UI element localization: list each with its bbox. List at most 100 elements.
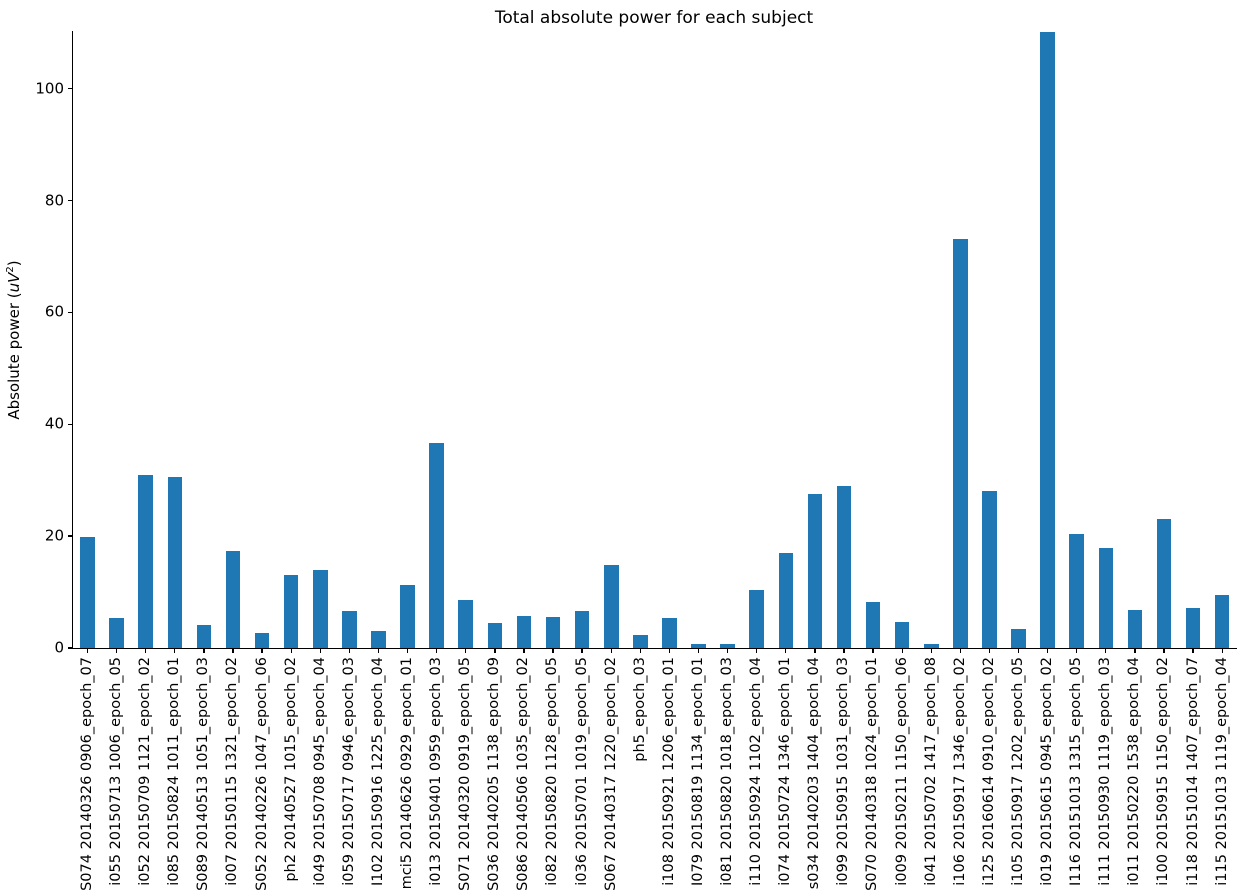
x-tick-label: S071 20140320 0919_epoch_05 (457, 657, 474, 891)
bar (1214, 594, 1230, 648)
x-label-slot: i007 20150115 1321_epoch_02 (218, 657, 247, 886)
bar (342, 611, 357, 648)
x-label-slot: i052 20150709 1121_epoch_02 (131, 657, 160, 886)
x-tick-label: i009 20150211 1150_epoch_06 (893, 657, 910, 886)
bar (487, 623, 503, 648)
bar-slot (218, 31, 247, 648)
bar (196, 624, 212, 648)
y-tick-label: 40 (44, 414, 64, 433)
x-label-slot: i019 20150615 0945_epoch_02 (1033, 657, 1062, 886)
x-tick-label: i082 20150820 1128_epoch_05 (544, 657, 561, 886)
x-tick-slot (1004, 648, 1033, 653)
bar (313, 569, 328, 648)
x-tick-slot (917, 648, 946, 653)
y-tick-mark (67, 311, 72, 314)
x-tick-mark (232, 648, 234, 653)
x-label-slot: i049 20150708 0945_epoch_04 (306, 657, 335, 886)
bar-slot (684, 31, 713, 648)
x-tick-label: S067 20140317 1220_epoch_02 (602, 657, 619, 891)
x-tick-mark (1105, 648, 1107, 653)
x-tick-label: ph5_epoch_03 (631, 657, 648, 762)
x-tick-mark (348, 648, 351, 653)
x-tick-mark (581, 648, 583, 653)
x-tick-mark (290, 648, 292, 653)
x-tick-label: i059 20150717 0946_epoch_03 (340, 657, 357, 886)
bar (574, 611, 590, 648)
x-tick-label: S074 20140326 0906_epoch_07 (78, 657, 95, 891)
x-tick-mark (959, 648, 961, 653)
y-tick-mark (67, 647, 72, 649)
x-tick-label: i036 20150701 1019_epoch_05 (573, 657, 590, 886)
y-tick-label: 80 (44, 191, 64, 209)
bar-slot (451, 31, 480, 648)
x-tick-mark (610, 648, 612, 653)
x-tick-label: i115 20151013 1119_epoch_04 (1213, 657, 1230, 886)
bar (982, 490, 997, 648)
bar (603, 564, 619, 648)
x-label-slot: S070 20140318 1024_epoch_01 (859, 657, 888, 891)
x-tick-label: S086 20140506 1035_epoch_02 (515, 657, 532, 891)
bar (1127, 609, 1143, 648)
x-tick-mark (174, 648, 176, 653)
x-label-slot: i081 20150820 1018_epoch_03 (713, 657, 742, 886)
bar (720, 643, 735, 648)
x-tick-slot (451, 648, 480, 653)
bar-slot (568, 31, 597, 648)
x-tick-label: i081 20150820 1018_epoch_03 (719, 657, 735, 886)
bar (691, 643, 706, 648)
bar (953, 238, 968, 648)
x-tick-slot (655, 648, 684, 653)
x-tick-slot (888, 648, 917, 653)
x-tick-mark (552, 648, 554, 653)
bar-slot (1033, 31, 1062, 648)
x-tick-label: i019 20150615 0945_epoch_02 (1039, 657, 1056, 886)
bar (254, 632, 270, 648)
bar (749, 590, 764, 648)
x-tick-label: S036 20140205 1138_epoch_09 (486, 657, 503, 891)
bar (1011, 628, 1026, 648)
x-tick-mark (86, 648, 89, 653)
x-label-slot: mci5 20140626 0929_epoch_01 (393, 657, 422, 889)
x-label-slot: S052 20140226 1047_epoch_06 (248, 657, 277, 891)
bar-slot (364, 31, 393, 648)
x-tick-slot (218, 648, 247, 653)
x-tick-label: mci5 20140626 0929_epoch_01 (398, 657, 415, 890)
x-tick-slot (829, 648, 858, 653)
x-tick-label: i108 20150921 1206_epoch_01 (660, 657, 677, 886)
bar-slot (248, 31, 277, 648)
x-tick-slot (1120, 648, 1149, 653)
bar-slot (655, 31, 684, 648)
bar (1156, 519, 1172, 648)
bar (371, 631, 386, 648)
x-tick-slot (568, 648, 597, 653)
x-tick-label: S070 20140318 1024_epoch_01 (864, 657, 881, 891)
x-tick-label: i100 20150915 1150_epoch_02 (1155, 657, 1172, 886)
bar (225, 550, 241, 648)
x-axis-labels: S074 20140326 0906_epoch_07 i055 20150713… (73, 657, 1237, 891)
x-tick-mark (756, 648, 758, 653)
bar-slot (277, 31, 306, 648)
bar-slot (859, 31, 888, 648)
y-tick-mark (67, 423, 72, 425)
x-label-slot: i100 20150915 1150_epoch_02 (1149, 657, 1178, 886)
bar (807, 494, 823, 648)
y-tick-label: 20 (44, 526, 64, 545)
bar-slot (800, 31, 829, 648)
x-label-slot: i125 20160614 0910_epoch_02 (975, 657, 1004, 886)
x-tick-label: I116 20151013 1315_epoch_05 (1068, 657, 1085, 886)
bar-slot (1062, 31, 1091, 648)
bar (458, 600, 474, 648)
bar (1069, 533, 1084, 648)
bar-slot (742, 31, 771, 648)
x-tick-label: i074 20150724 1346_epoch_01 (777, 657, 794, 886)
y-tick-mark (67, 87, 72, 90)
bar-slot (539, 31, 568, 648)
y-tick-mark (67, 535, 72, 537)
x-label-slot: i059 20150717 0946_epoch_03 (335, 657, 364, 886)
bar-slot (1091, 31, 1120, 648)
x-label-slot: I116 20151013 1315_epoch_05 (1062, 657, 1091, 886)
bar (1040, 31, 1055, 648)
x-tick-label: i007 20150115 1321_epoch_02 (224, 657, 241, 886)
x-tick-mark (726, 648, 729, 653)
x-tick-slot (509, 648, 538, 653)
